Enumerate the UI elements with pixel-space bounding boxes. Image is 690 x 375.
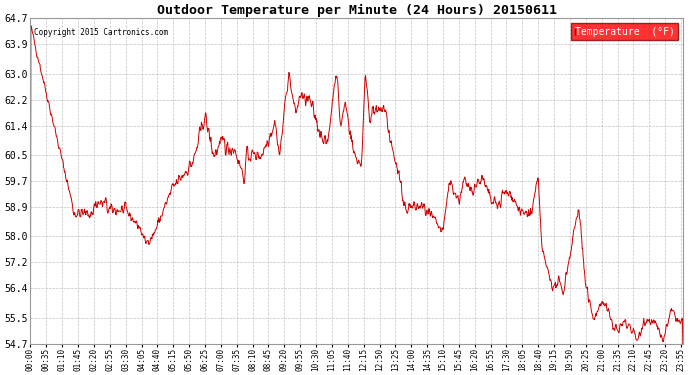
Text: Copyright 2015 Cartronics.com: Copyright 2015 Cartronics.com (34, 28, 168, 37)
Title: Outdoor Temperature per Minute (24 Hours) 20150611: Outdoor Temperature per Minute (24 Hours… (157, 4, 557, 17)
Legend: Temperature  (°F): Temperature (°F) (571, 23, 678, 40)
